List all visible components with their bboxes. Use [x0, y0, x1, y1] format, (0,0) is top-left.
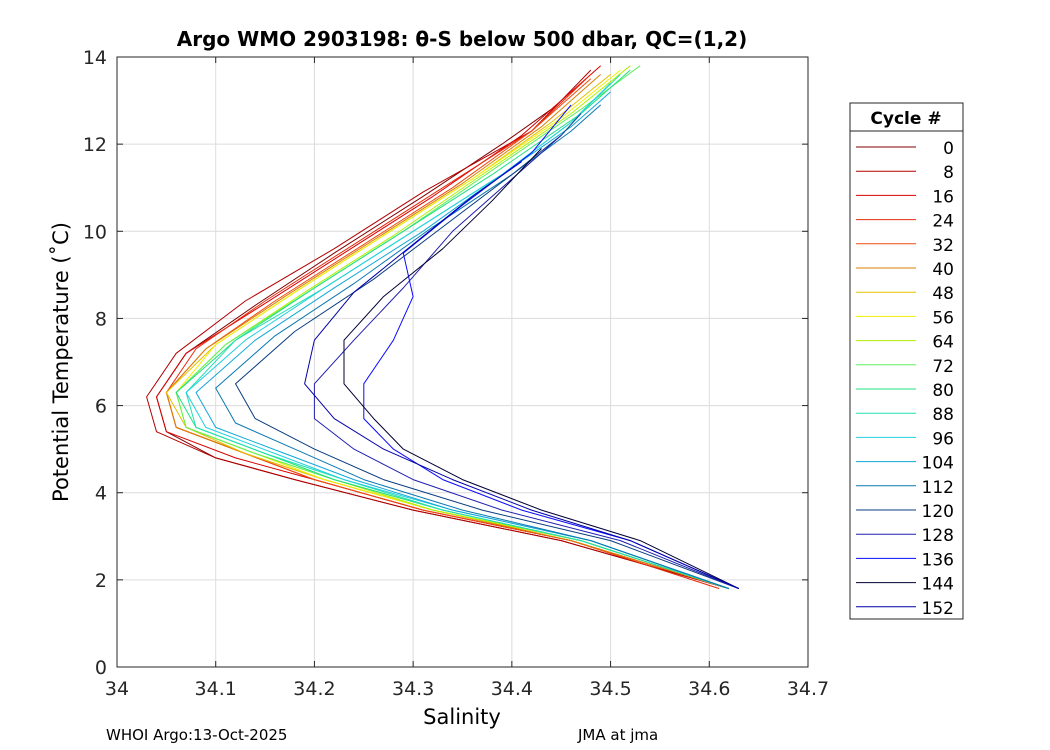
- y-axis-label: Potential Temperature (˚C): [49, 222, 73, 502]
- x-axis: 34 34.1 34.2 34.3 34.4 34.5 34.6 34.7: [105, 57, 829, 700]
- x-axis-label: Salinity: [423, 705, 501, 729]
- legend-entry-label: 56: [932, 308, 954, 328]
- legend-title: Cycle #: [870, 109, 941, 129]
- series-line-cycle-120: [235, 113, 740, 590]
- legend-entry-label: 136: [922, 550, 954, 570]
- legend-entry-label: 104: [922, 454, 954, 474]
- x-tick-label: 34.4: [491, 678, 533, 700]
- x-tick-label: 34.3: [392, 678, 434, 700]
- footer-source: WHOI Argo:13-Oct-2025: [106, 726, 288, 744]
- y-tick-label: 2: [95, 570, 107, 592]
- x-tick-label: 34.5: [589, 678, 631, 700]
- legend-entry-label: 48: [932, 284, 954, 304]
- footer-credit: JMA at jma: [578, 726, 659, 744]
- legend-entry-label: 8: [943, 163, 954, 183]
- legend-entry-label: 152: [922, 599, 954, 619]
- x-tick-label: 34.7: [787, 678, 829, 700]
- x-tick-label: 34.1: [195, 678, 237, 700]
- legend: Cycle # 0 8 16 24 32 40 48 56 64 72 80 88 96 104 112 12…: [849, 102, 964, 620]
- legend-entry-label: 40: [932, 260, 954, 280]
- series-line-cycle-136: [363, 104, 740, 590]
- series-line-cycle-104: [195, 91, 730, 590]
- legend-entry-label: 144: [922, 575, 954, 595]
- legend-entry-label: 80: [932, 381, 954, 401]
- series-line-cycle-152: [304, 161, 740, 590]
- y-tick-label: 10: [83, 221, 107, 243]
- legend-items: 0 8 16 24 32 40 48 56 64 72 80 88 96 104 112 120 128 136 1…: [856, 139, 954, 619]
- chart-title: Argo WMO 2903198: θ-S below 500 dbar, QC…: [177, 27, 747, 51]
- x-tick-label: 34.2: [293, 678, 335, 700]
- series-line-cycle-128: [313, 135, 740, 590]
- legend-entry-label: 24: [932, 212, 954, 232]
- y-tick-label: 12: [83, 134, 107, 156]
- plot-frame: [116, 56, 809, 668]
- legend-entry-label: 112: [922, 478, 954, 498]
- plot-area: [117, 57, 808, 667]
- y-tick-label: 8: [95, 308, 107, 330]
- y-tick-label: 4: [95, 483, 107, 505]
- legend-entry-label: 0: [943, 139, 954, 159]
- y-axis: 0 2 4 6 8 10 12 14: [83, 47, 808, 679]
- series-line-cycle-144: [343, 148, 740, 590]
- legend-entry-label: 64: [932, 333, 954, 353]
- x-tick-label: 34.6: [688, 678, 730, 700]
- legend-entry-label: 88: [932, 405, 954, 425]
- y-tick-label: 6: [95, 396, 107, 418]
- legend-entry-label: 16: [932, 187, 954, 207]
- legend-entry-label: 72: [932, 357, 954, 377]
- x-tick-label: 34: [105, 678, 129, 700]
- series-layer: [146, 65, 740, 590]
- series-line-cycle-8: [146, 69, 730, 590]
- y-tick-label: 14: [83, 47, 107, 69]
- y-tick-label: 0: [95, 657, 107, 679]
- legend-entry-label: 120: [922, 502, 954, 522]
- legend-entry-label: 96: [932, 429, 954, 449]
- legend-box: [849, 102, 964, 620]
- legend-entry-label: 128: [922, 526, 954, 546]
- legend-entry-label: 32: [932, 236, 954, 256]
